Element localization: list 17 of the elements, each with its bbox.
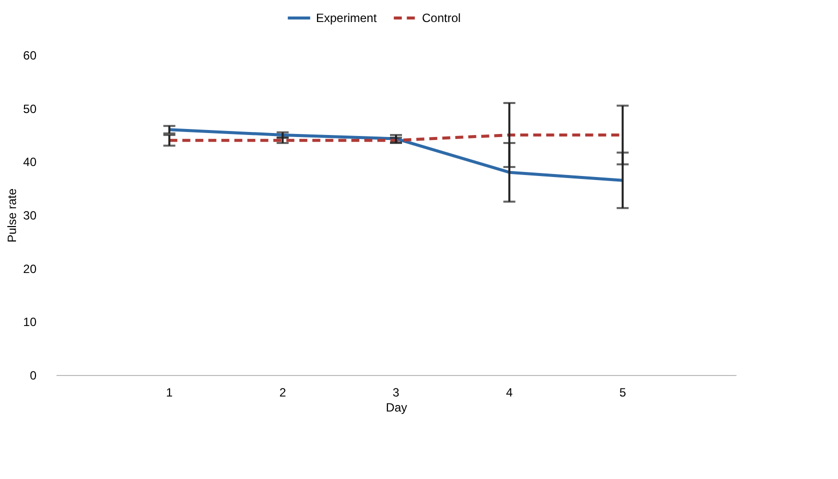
y-tick-label: 40 bbox=[23, 155, 37, 170]
line-series bbox=[168, 128, 624, 182]
x-tick-label: 5 bbox=[619, 386, 626, 400]
legend-label: Control bbox=[422, 11, 461, 25]
y-tick-label: 20 bbox=[23, 262, 37, 276]
y-tick-label: 10 bbox=[23, 315, 37, 330]
y-tick-label: 50 bbox=[23, 102, 37, 116]
x-tick-label: 3 bbox=[392, 386, 400, 400]
y-axis-title: Pulse rate bbox=[5, 188, 20, 243]
x-axis-title: Day bbox=[386, 400, 408, 414]
y-tick-label: 0 bbox=[30, 368, 37, 382]
x-tick-label: 2 bbox=[279, 386, 286, 400]
x-tick-label: 1 bbox=[166, 386, 173, 400]
y-tick-label: 60 bbox=[23, 48, 37, 62]
x-tick-label: 4 bbox=[506, 386, 513, 400]
y-tick-label: 30 bbox=[23, 208, 37, 222]
legend-label: Experiment bbox=[316, 11, 378, 25]
